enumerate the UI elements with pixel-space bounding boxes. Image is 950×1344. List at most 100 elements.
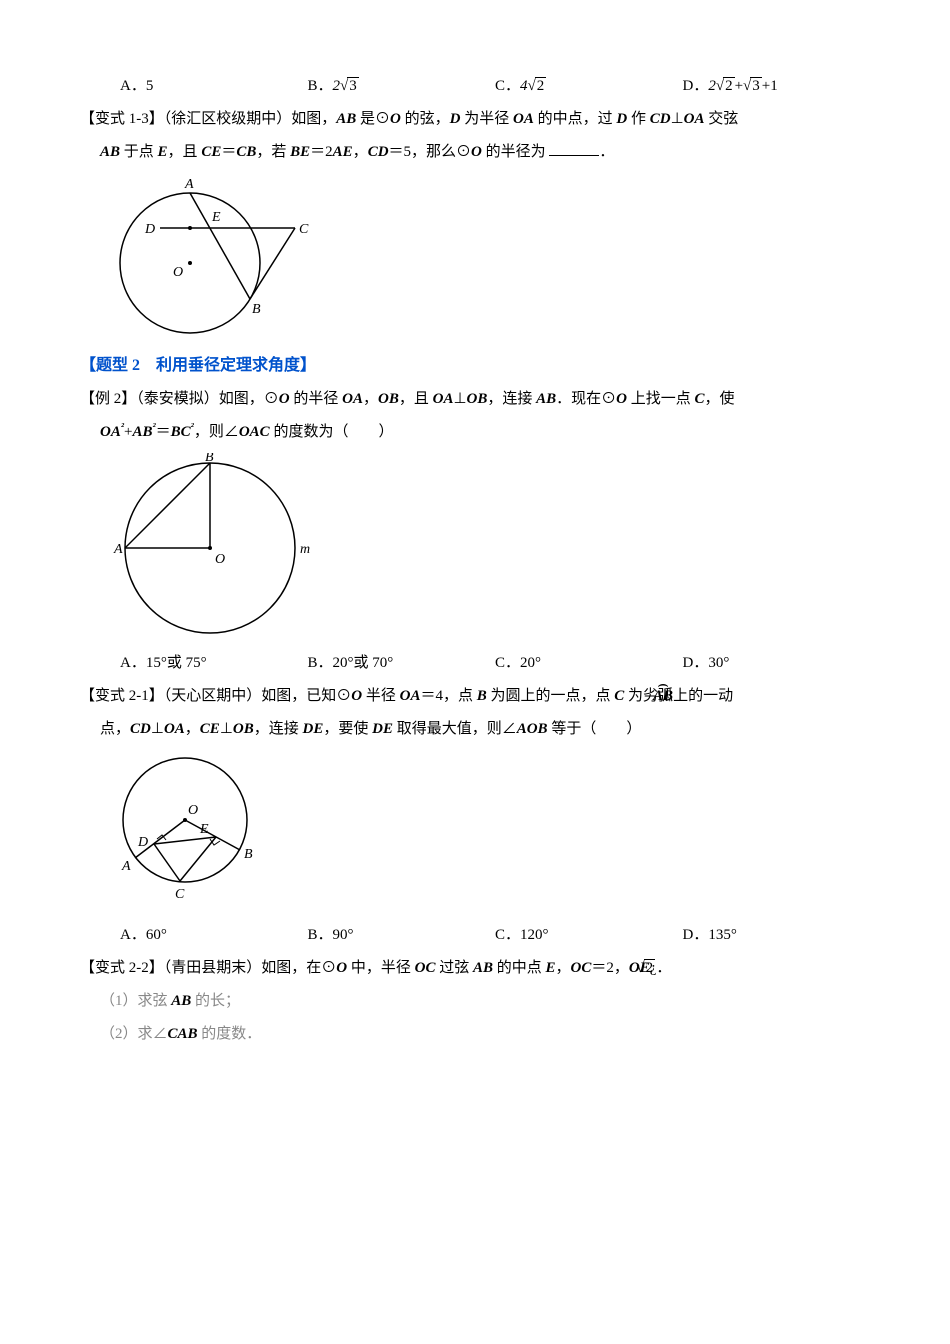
plus: + bbox=[735, 78, 743, 94]
label-E: E bbox=[199, 822, 209, 837]
var: CD bbox=[650, 111, 671, 127]
txt: （1）求弦 bbox=[100, 993, 171, 1009]
txt: 的中点，过 bbox=[534, 111, 617, 127]
var: O bbox=[471, 144, 482, 160]
txt: ，且 bbox=[168, 144, 202, 160]
label-A: A bbox=[184, 177, 194, 192]
txt: ＝4，点 bbox=[420, 688, 476, 704]
problem-tag: 【变式 2-1】 bbox=[80, 688, 164, 704]
txt: ． bbox=[599, 144, 614, 160]
problem-src: （徐汇区校级期中）如图， bbox=[164, 111, 337, 127]
var: OB bbox=[378, 391, 399, 407]
var: C bbox=[614, 688, 624, 704]
opt-val: 60° bbox=[146, 927, 167, 943]
var: CE bbox=[201, 144, 221, 160]
var: OA bbox=[684, 111, 705, 127]
ex2-opt-b: B．20°或 70° bbox=[308, 647, 496, 680]
q2-1-opt-d: D．135° bbox=[683, 919, 871, 952]
var: BE bbox=[290, 144, 310, 160]
label-C: C bbox=[175, 887, 185, 902]
section-2-title: 【题型 2 利用垂径定理求角度】 bbox=[80, 348, 870, 383]
problem-tag: 【变式 2-2】 bbox=[80, 960, 164, 976]
txt: 中，半径 bbox=[347, 960, 415, 976]
opt-label: D． bbox=[683, 78, 709, 94]
var: AB bbox=[473, 960, 493, 976]
var: AB bbox=[336, 111, 356, 127]
figure-2-1-svg: O D E A B C bbox=[100, 750, 280, 915]
txt: ，若 bbox=[256, 144, 290, 160]
var: CAB bbox=[168, 1026, 198, 1042]
ex2-opt-d: D．30° bbox=[683, 647, 871, 680]
opt-label: A． bbox=[120, 655, 146, 671]
txt: 的度数． bbox=[198, 1026, 262, 1042]
var: O bbox=[279, 391, 290, 407]
opt-val: 30° bbox=[708, 655, 729, 671]
coef: 2 bbox=[333, 78, 341, 94]
var: AE bbox=[333, 144, 353, 160]
opt-val: 20° bbox=[520, 655, 541, 671]
trail: +1 bbox=[762, 78, 778, 94]
sqrt-icon: √3 bbox=[340, 70, 359, 103]
q2-1-opt-c: C．120° bbox=[495, 919, 683, 952]
txt: ＝2 bbox=[310, 144, 333, 160]
q2-1-opt-a: A．60° bbox=[120, 919, 308, 952]
var: E bbox=[546, 960, 556, 976]
txt: 上找一点 bbox=[627, 391, 695, 407]
radicand: 2 bbox=[535, 77, 547, 94]
opt-label: C． bbox=[495, 927, 520, 943]
var: O bbox=[616, 391, 627, 407]
q2-1-opt-b: B．90° bbox=[308, 919, 496, 952]
label-m: m bbox=[300, 542, 310, 557]
label-B: B bbox=[205, 453, 214, 465]
var: OA bbox=[342, 391, 363, 407]
opt-val: 135° bbox=[708, 927, 737, 943]
var: AB bbox=[653, 688, 673, 704]
opt-val: 5 bbox=[146, 78, 154, 94]
txt: 于点 bbox=[120, 144, 158, 160]
problem-src: （青田县期末）如图，在⊙ bbox=[164, 960, 337, 976]
example-2: 【例 2】（泰安模拟）如图，⊙O 的半径 OA，OB，且 OA⊥OB，连接 AB… bbox=[80, 383, 870, 416]
figure-1-3: A E C D O B bbox=[100, 173, 870, 338]
prev-opt-b: B．2√3 bbox=[308, 70, 496, 103]
sqrt-icon: √2 bbox=[528, 70, 547, 103]
opt-label: A． bbox=[120, 78, 146, 94]
opt-val: 20°或 70° bbox=[333, 655, 394, 671]
txt: ， bbox=[353, 144, 368, 160]
problem-tag: 【变式 1-3】 bbox=[80, 111, 164, 127]
txt: 过弦 bbox=[435, 960, 473, 976]
label-A: A bbox=[121, 859, 131, 874]
txt: ， bbox=[363, 391, 378, 407]
ex2-opt-c: C．20° bbox=[495, 647, 683, 680]
txt: 交弦 bbox=[705, 111, 739, 127]
txt: ＝5，那么⊙ bbox=[389, 144, 472, 160]
ex2-opt-a: A．15°或 75° bbox=[120, 647, 308, 680]
problem-src: （泰安模拟）如图，⊙ bbox=[136, 391, 279, 407]
ex2-options-row: A．15°或 75° B．20°或 70° C．20° D．30° bbox=[80, 647, 870, 680]
opt-val: 120° bbox=[520, 927, 549, 943]
var: AOB bbox=[517, 721, 548, 737]
txt: 为半径 bbox=[461, 111, 514, 127]
label-D: D bbox=[144, 222, 155, 237]
txt: ， bbox=[185, 721, 200, 737]
var: DE bbox=[303, 721, 324, 737]
problem-2-2-sub2: （2）求∠CAB 的度数． bbox=[80, 1018, 870, 1051]
opt-val: 15°或 75° bbox=[146, 655, 207, 671]
figure-1-3-svg: A E C D O B bbox=[100, 173, 310, 338]
radicand: 2 bbox=[723, 77, 735, 94]
var: OA bbox=[400, 688, 421, 704]
opt-label: B． bbox=[308, 927, 333, 943]
txt: （2）求∠ bbox=[100, 1026, 168, 1042]
problem-1-3: 【变式 1-3】（徐汇区校级期中）如图，AB 是⊙O 的弦，D 为半径 OA 的… bbox=[80, 103, 870, 136]
txt: ⊥ bbox=[151, 721, 164, 737]
label-O: O bbox=[173, 265, 183, 280]
txt: ＝ bbox=[221, 144, 236, 160]
prev-opt-d: D．2√2+√3+1 bbox=[683, 70, 871, 103]
opt-label: D． bbox=[683, 655, 709, 671]
label-B: B bbox=[244, 847, 253, 862]
txt: 的中点 bbox=[493, 960, 546, 976]
opt-label: A． bbox=[120, 927, 146, 943]
txt: ，且 bbox=[399, 391, 433, 407]
opt-label: B． bbox=[308, 78, 333, 94]
var: CE bbox=[200, 721, 220, 737]
q2-1-options-row: A．60° B．90° C．120° D．135° bbox=[80, 919, 870, 952]
